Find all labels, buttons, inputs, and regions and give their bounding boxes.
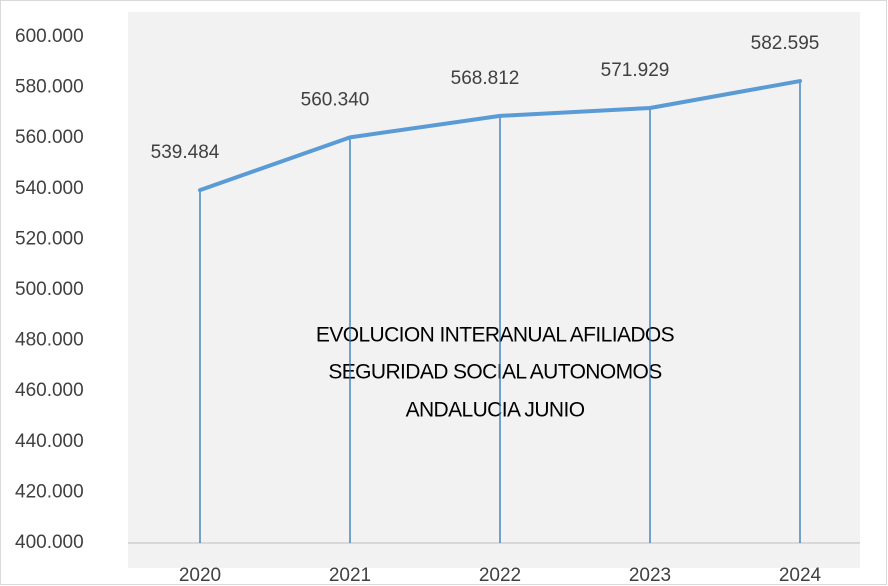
value-label: 539.484	[151, 142, 220, 163]
chart-title: ANDALUCIA JUNIO	[406, 399, 585, 422]
data-line	[198, 79, 802, 193]
y-tick-label: 460.000	[15, 380, 84, 401]
x-tick-label: 2021	[329, 565, 371, 586]
chart-title: EVOLUCION INTERANUAL AFILIADOS	[316, 324, 675, 347]
x-tick-label: 2023	[629, 565, 671, 586]
x-tick-label: 2022	[479, 565, 521, 586]
value-label: 582.595	[751, 33, 820, 54]
chart-title: SEGURIDAD SOCIAL AUTONOMOS	[328, 361, 662, 384]
y-tick-label: 600.000	[15, 26, 84, 47]
y-tick-label: 400.000	[15, 532, 84, 553]
y-tick-label: 580.000	[15, 77, 84, 98]
x-tick-label: 2020	[179, 565, 221, 586]
y-tick-label: 420.000	[15, 481, 84, 502]
value-label: 560.340	[301, 89, 370, 110]
plot-area	[128, 12, 860, 568]
value-label: 568.812	[451, 68, 520, 89]
x-tick-label: 2024	[779, 565, 822, 586]
y-tick-label: 440.000	[15, 431, 84, 452]
y-tick-label: 520.000	[15, 228, 84, 249]
value-label: 571.929	[601, 60, 670, 81]
y-tick-label: 500.000	[15, 279, 84, 300]
y-tick-label: 540.000	[15, 178, 84, 199]
y-tick-label: 560.000	[15, 127, 84, 148]
y-tick-label: 480.000	[15, 330, 84, 351]
